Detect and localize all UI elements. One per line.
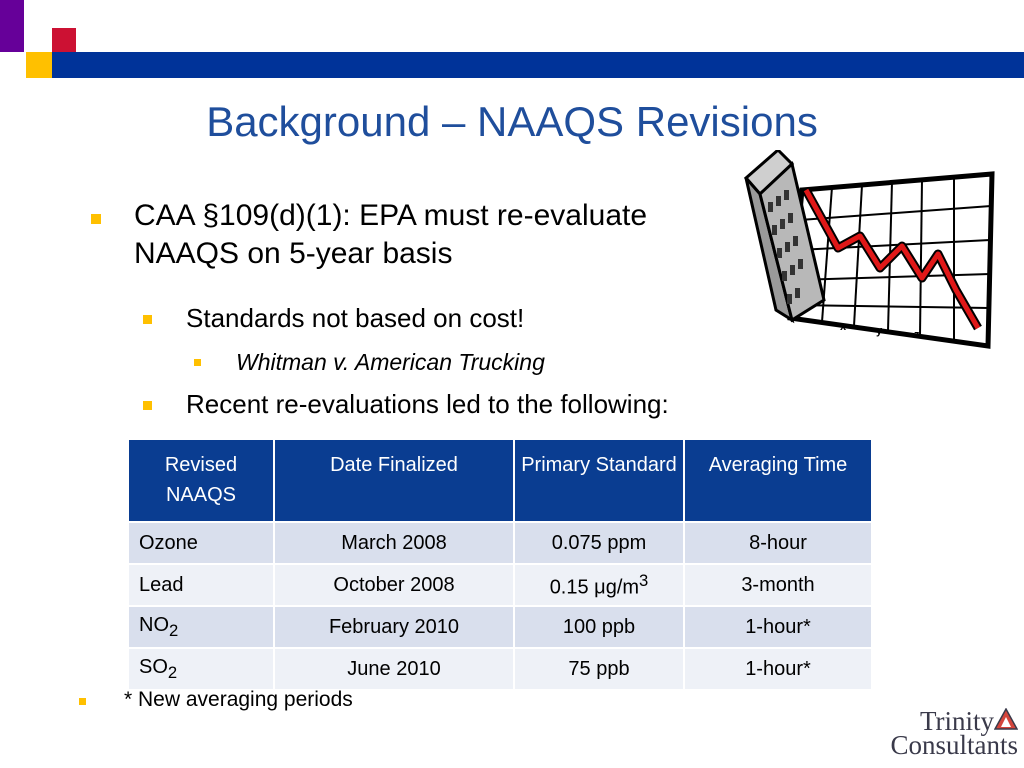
cell-pollutant: Ozone bbox=[127, 521, 275, 565]
bullet-sub2-text: Recent re-evaluations led to the followi… bbox=[186, 389, 669, 419]
table-row: NO2 February 2010 100 ppb 1-hour* bbox=[127, 605, 873, 649]
cell-averaging: 3-month bbox=[683, 563, 873, 607]
cell-averaging: 1-hour* bbox=[683, 605, 873, 649]
header-primary-standard: Primary Standard bbox=[513, 438, 685, 523]
slide-title: Background – NAAQS Revisions bbox=[206, 98, 818, 145]
cell-standard: 75 ppb bbox=[513, 647, 685, 691]
bullet-case-text: Whitman v. American Trucking bbox=[236, 349, 545, 375]
decor-square-purple bbox=[0, 0, 24, 52]
cell-date: February 2010 bbox=[273, 605, 515, 649]
table-row: SO2 June 2010 75 ppb 1-hour* bbox=[127, 647, 873, 691]
bullet-marker bbox=[79, 698, 86, 705]
bullet-marker bbox=[143, 315, 152, 324]
logo-line2: Consultants bbox=[890, 730, 1018, 760]
logo-triangle-icon bbox=[994, 708, 1018, 730]
bullet-case: Whitman v. American Trucking bbox=[194, 347, 545, 377]
cell-date: June 2010 bbox=[273, 647, 515, 691]
bullet-marker bbox=[143, 401, 152, 410]
logo-line1: Trinity bbox=[919, 706, 994, 736]
header-date-finalized: Date Finalized bbox=[273, 438, 515, 523]
cell-pollutant: NO2 bbox=[127, 605, 275, 649]
trinity-consultants-logo: Trinity Consultants bbox=[872, 706, 1020, 764]
bullet-main-text: CAA §109(d)(1): EPA must re-evaluate NAA… bbox=[134, 199, 648, 270]
table-header-row: Revised NAAQS Date Finalized Primary Sta… bbox=[127, 438, 873, 523]
header-bar bbox=[52, 52, 1024, 78]
bullet-sub2: Recent re-evaluations led to the followi… bbox=[143, 388, 669, 420]
cell-date: March 2008 bbox=[273, 521, 515, 565]
bullet-sub1-text: Standards not based on cost! bbox=[186, 303, 525, 333]
cell-pollutant: Lead bbox=[127, 563, 275, 607]
cell-averaging: 1-hour* bbox=[683, 647, 873, 691]
footnote: * New averaging periods bbox=[79, 686, 353, 714]
table-row: Ozone March 2008 0.075 ppm 8-hour bbox=[127, 521, 873, 565]
footnote-text: * New averaging periods bbox=[124, 688, 353, 711]
decor-square-orange bbox=[26, 52, 52, 78]
naaqs-table: Revised NAAQS Date Finalized Primary Sta… bbox=[127, 438, 873, 691]
bullet-sub1: Standards not based on cost! bbox=[143, 302, 525, 334]
bullet-marker bbox=[194, 359, 201, 366]
cell-pollutant: SO2 bbox=[127, 647, 275, 691]
header-revised-naaqs: Revised NAAQS bbox=[127, 438, 275, 523]
axis-z-label: z bbox=[914, 329, 920, 341]
decor-square-red bbox=[52, 28, 76, 52]
cell-date: October 2008 bbox=[273, 563, 515, 607]
cell-standard: 0.075 ppm bbox=[513, 521, 685, 565]
building-chart-clipart-icon: x y z bbox=[743, 150, 995, 349]
bullet-marker bbox=[91, 214, 101, 224]
cell-standard: 100 ppb bbox=[513, 605, 685, 649]
bullet-main: CAA §109(d)(1): EPA must re-evaluate NAA… bbox=[91, 197, 734, 273]
cell-averaging: 8-hour bbox=[683, 521, 873, 565]
table-row: Lead October 2008 0.15 μg/m3 3-month bbox=[127, 563, 873, 607]
header-averaging-time: Averaging Time bbox=[683, 438, 873, 523]
axis-y-label: y bbox=[876, 325, 883, 337]
axis-x-label: x bbox=[840, 321, 847, 333]
cell-standard: 0.15 μg/m3 bbox=[513, 563, 685, 607]
